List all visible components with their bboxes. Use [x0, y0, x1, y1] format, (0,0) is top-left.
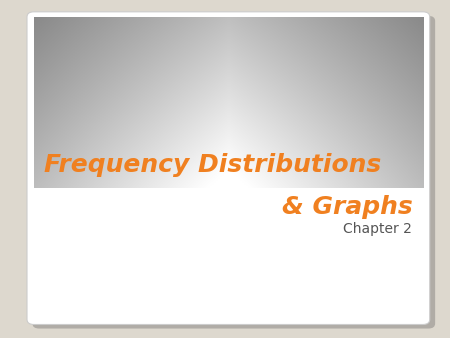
Text: Chapter 2: Chapter 2 [343, 222, 412, 236]
FancyBboxPatch shape [32, 16, 435, 329]
Bar [34, 188, 423, 319]
Text: & Graphs: & Graphs [282, 195, 413, 219]
FancyBboxPatch shape [27, 12, 430, 324]
Text: Frequency Distributions: Frequency Distributions [44, 153, 381, 177]
